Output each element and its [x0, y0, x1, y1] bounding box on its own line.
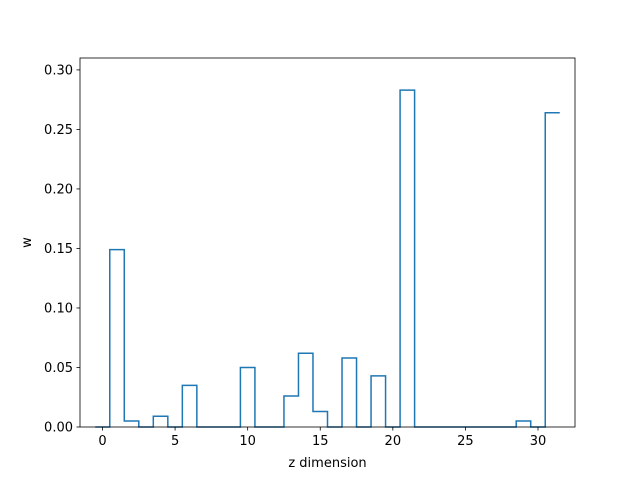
- x-tick-label: 0: [98, 434, 106, 449]
- x-tick-label: 10: [239, 434, 256, 449]
- plot-area: [95, 89, 560, 428]
- y-tick-label: 0.00: [44, 421, 73, 436]
- x-tick-label: 25: [457, 434, 474, 449]
- x-tick-label: 5: [171, 434, 179, 449]
- y-axis: 0.00 0.05 0.10 0.15 0.20 0.25 0.30: [44, 63, 80, 436]
- y-tick-label: 0.05: [44, 361, 73, 376]
- y-axis-label: w: [20, 237, 35, 248]
- x-axis-label: z dimension: [288, 456, 366, 471]
- y-tick-label: 0.25: [44, 123, 73, 138]
- y-tick-label: 0.20: [44, 182, 73, 197]
- x-tick-label: 15: [312, 434, 329, 449]
- x-tick-label: 30: [530, 434, 547, 449]
- y-tick-label: 0.15: [44, 242, 73, 257]
- axes-frame: [79, 57, 576, 428]
- x-axis: 0 5 10 15 20 25 30: [98, 427, 546, 449]
- series-0-step-line: [95, 89, 560, 428]
- y-tick-label: 0.10: [44, 301, 73, 316]
- x-tick-label: 20: [385, 434, 402, 449]
- y-tick-label: 0.30: [44, 63, 73, 78]
